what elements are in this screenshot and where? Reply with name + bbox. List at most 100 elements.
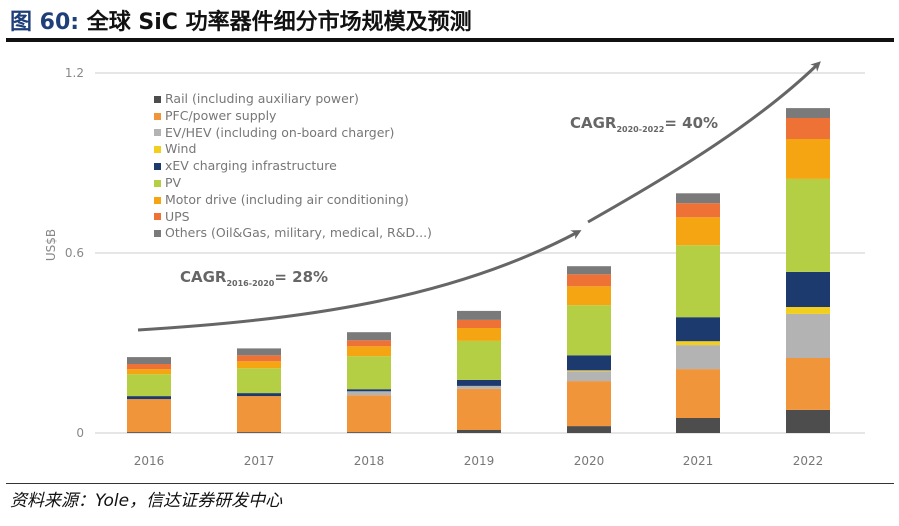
- bar-segment-2019-7: [457, 319, 501, 328]
- bar-segment-2017-6: [237, 361, 281, 369]
- bar-segment-2022-4: [786, 271, 830, 307]
- bar-segment-2020-6: [567, 286, 611, 306]
- bar-segment-2018-8: [347, 332, 391, 341]
- legend-label: Others (Oil&Gas, military, medical, R&D.…: [165, 225, 432, 241]
- bar-segment-2017-1: [237, 396, 281, 433]
- bar-segment-2016-8: [127, 357, 171, 364]
- bar-segment-2017-7: [237, 355, 281, 362]
- legend-swatch: [154, 112, 161, 120]
- legend-swatch: [154, 163, 161, 171]
- cagr-annotation-2020-2022: CAGR2020-2022= 40%: [570, 114, 719, 134]
- bar-segment-2020-5: [567, 305, 611, 356]
- bar-segment-2017-0: [237, 432, 281, 433]
- bar-segment-2021-6: [676, 217, 720, 246]
- bar-segment-2019-6: [457, 328, 501, 341]
- figure-number: 图 60:: [10, 10, 80, 35]
- legend-item: PFC/power supply: [154, 108, 432, 125]
- legend-label: PFC/power supply: [165, 107, 277, 123]
- bar-segment-2020-3: [567, 370, 611, 372]
- legend-item: Motor drive (including air conditioning): [154, 192, 432, 209]
- legend-item: xEV charging infrastructure: [154, 158, 432, 175]
- bar-segment-2020-7: [567, 274, 611, 287]
- bar-segment-2016-5: [127, 374, 171, 397]
- bar-segment-2018-7: [347, 340, 391, 347]
- y-tick-label: 0.6: [65, 246, 84, 260]
- y-tick-label: 0: [76, 426, 84, 440]
- legend-label: Motor drive (including air conditioning): [165, 191, 409, 207]
- bar-segment-2018-1: [347, 395, 391, 433]
- bar-segment-2017-4: [237, 393, 281, 397]
- bar-segment-2020-2: [567, 371, 611, 382]
- legend-label: EV/HEV (including on-board charger): [165, 124, 395, 140]
- bottom-rule: [6, 483, 894, 484]
- bar-segment-2019-0: [457, 430, 501, 433]
- legend-item: PV: [154, 175, 432, 192]
- x-tick-label: 2018: [354, 454, 385, 468]
- source-note: 资料来源：Yole，信达证券研发中心: [10, 491, 283, 511]
- bar-segment-2020-1: [567, 381, 611, 427]
- legend-swatch: [154, 196, 161, 204]
- legend-swatch: [154, 129, 161, 137]
- bar-segment-2021-0: [676, 418, 720, 433]
- bar-segment-2022-3: [786, 307, 830, 314]
- bar-segment-2021-1: [676, 369, 720, 418]
- legend-item: Wind: [154, 141, 432, 158]
- legend-swatch: [154, 146, 161, 154]
- bar-segment-2017-8: [237, 348, 281, 356]
- legend-item: Rail (including auxiliary power): [154, 91, 432, 108]
- bar-segment-2021-2: [676, 345, 720, 370]
- cagr-annotation-2016-2020: CAGR2016-2020= 28%: [180, 268, 329, 288]
- bar-segment-2019-8: [457, 310, 501, 320]
- legend-swatch: [154, 213, 161, 221]
- x-tick-label: 2022: [793, 454, 824, 468]
- growth-arrow-2020-2022: [587, 61, 821, 224]
- y-tick-label: 1.2: [65, 66, 84, 80]
- bar-segment-2022-6: [786, 139, 830, 179]
- bar-segment-2021-5: [676, 245, 720, 318]
- bar-segment-2021-7: [676, 203, 720, 218]
- bar-segment-2020-0: [567, 426, 611, 433]
- bar-segment-2016-4: [127, 396, 171, 400]
- bar-segment-2018-0: [347, 432, 391, 433]
- bar-segment-2022-7: [786, 118, 830, 139]
- y-axis-label: US$B: [44, 229, 58, 261]
- top-rule: [6, 38, 894, 42]
- bar-segment-2018-6: [347, 346, 391, 357]
- legend-swatch: [154, 230, 161, 238]
- legend-item: UPS: [154, 209, 432, 226]
- bar-segment-2018-2: [347, 391, 391, 396]
- bar-segment-2019-4: [457, 379, 501, 386]
- legend-swatch: [154, 95, 161, 103]
- x-tick-label: 2016: [134, 454, 165, 468]
- legend-item: EV/HEV (including on-board charger): [154, 125, 432, 142]
- bar-segment-2022-5: [786, 178, 830, 272]
- x-tick-label: 2017: [244, 454, 275, 468]
- x-tick-label: 2019: [464, 454, 495, 468]
- figure-title-text: 全球 SiC 功率器件细分市场规模及预测: [86, 10, 472, 35]
- legend-label: Wind: [165, 141, 197, 157]
- bar-segment-2021-8: [676, 193, 720, 204]
- x-tick-label: 2021: [683, 454, 714, 468]
- legend-label: UPS: [165, 208, 190, 224]
- bar-segment-2019-5: [457, 340, 501, 380]
- legend-swatch: [154, 179, 161, 187]
- bar-segment-2019-1: [457, 388, 501, 430]
- bar-segment-2020-8: [567, 266, 611, 275]
- bar-segment-2020-4: [567, 355, 611, 371]
- bar-segment-2022-2: [786, 313, 830, 358]
- legend: Rail (including auxiliary power) PFC/powe…: [154, 91, 432, 242]
- legend-label: xEV charging infrastructure: [165, 158, 337, 174]
- legend-label: Rail (including auxiliary power): [165, 91, 359, 106]
- bar-segment-2022-8: [786, 108, 830, 118]
- legend-label: PV: [165, 174, 182, 190]
- bar-segment-2018-4: [347, 389, 391, 392]
- bar-segment-2016-7: [127, 364, 171, 370]
- bar-segment-2022-1: [786, 358, 830, 410]
- x-tick-label: 2020: [574, 454, 605, 468]
- figure-title: 图 60: 全球 SiC 功率器件细分市场规模及预测: [10, 4, 472, 36]
- legend-item: Others (Oil&Gas, military, medical, R&D.…: [154, 225, 432, 242]
- bar-segment-2017-5: [237, 368, 281, 394]
- bar-segment-2019-2: [457, 385, 501, 389]
- growth-arrow-2016-2020: [137, 230, 582, 332]
